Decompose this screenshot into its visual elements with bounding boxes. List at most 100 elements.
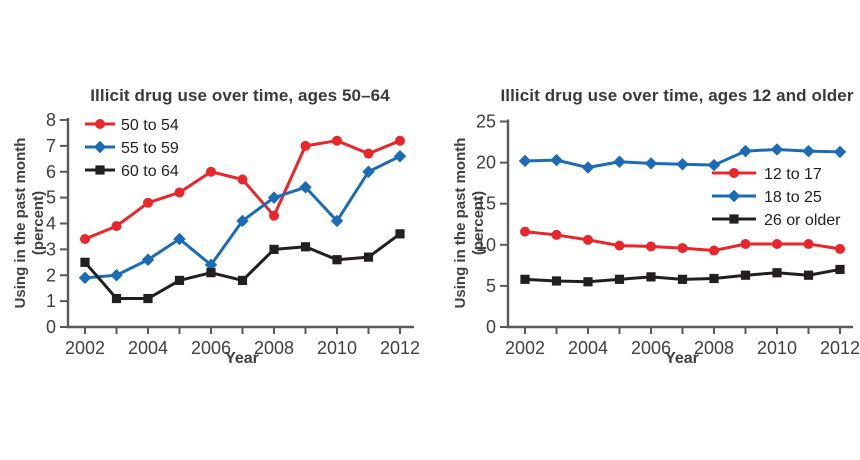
data-point-marker: [111, 293, 122, 304]
legend-label: 18 to 25: [764, 189, 822, 206]
data-point-marker: [300, 242, 311, 252]
data-point-marker: [676, 158, 689, 171]
data-point-marker: [93, 140, 107, 154]
chart-title-ages-12-older: Illicit drug use over time, ages 12 and …: [500, 86, 854, 105]
x-tick-label: 2006: [631, 338, 671, 358]
data-point-marker: [709, 273, 719, 284]
data-point-marker: [95, 119, 105, 129]
data-point-marker: [269, 244, 279, 254]
y-axis-label-line1: Using in the past month: [452, 137, 469, 309]
y-axis-label-right: Using in the past month (percent): [452, 138, 488, 309]
data-point-marker: [583, 234, 593, 245]
x-tick-label: 2010: [317, 338, 357, 358]
data-point-marker: [237, 174, 248, 185]
x-tick-label: 2002: [65, 338, 105, 358]
y-axis-label-left: Using in the past month (percent): [12, 138, 48, 309]
data-point-marker: [78, 271, 92, 285]
data-point-marker: [362, 165, 375, 178]
x-tick-label: 2008: [694, 338, 734, 358]
data-point-marker: [613, 155, 626, 169]
data-point-marker: [729, 214, 739, 224]
y-tick-label: 8: [46, 110, 56, 130]
y-tick-label: 7: [46, 136, 56, 156]
data-point-marker: [95, 165, 105, 175]
y-axis-label-line1: Using in the past month: [12, 137, 29, 309]
legend-label: 50 to 54: [121, 117, 179, 134]
y-tick-label: 5: [46, 188, 56, 208]
x-tick-label: 2008: [254, 338, 294, 358]
data-point-marker: [395, 229, 405, 239]
data-point-marker: [614, 274, 625, 284]
data-point-marker: [174, 187, 185, 198]
data-point-marker: [143, 197, 153, 208]
x-tick-label: 2004: [128, 338, 168, 358]
data-point-marker: [332, 135, 342, 146]
data-point-marker: [614, 240, 625, 251]
data-point-marker: [236, 214, 249, 228]
x-tick-label: 2010: [757, 338, 797, 358]
x-tick-label: 2002: [505, 338, 545, 358]
legend-label: 12 to 17: [764, 166, 822, 183]
data-point-marker: [206, 166, 216, 177]
data-point-marker: [395, 135, 405, 146]
data-point-marker: [802, 144, 815, 158]
data-point-marker: [740, 238, 751, 249]
x-tick-label: 2006: [191, 338, 231, 358]
data-point-marker: [237, 275, 248, 286]
y-axis-label-line2: (percent): [470, 190, 487, 256]
chart-ages-12-older: 0 5 10 15 20 25 2002 2004 2006 2008 2010 2012 12 to …: [476, 112, 860, 359]
y-tick-label: 15: [476, 194, 496, 214]
y-tick-label: 2: [46, 265, 56, 285]
data-point-marker: [299, 181, 312, 194]
x-tick-label: 2012: [820, 338, 860, 358]
y-tick-label: 10: [476, 235, 496, 255]
data-point-marker: [332, 255, 342, 265]
data-point-marker: [644, 157, 658, 170]
data-point-marker: [772, 268, 782, 278]
data-point-marker: [267, 191, 281, 204]
data-point-marker: [772, 238, 782, 249]
x-axis-label-left: Year: [225, 350, 259, 367]
data-point-marker: [269, 210, 279, 221]
data-point-marker: [518, 154, 532, 168]
chart-ages-50-64: 0 1 2 3 4 5 6 7 8 2002 2004 2006 2008 2010 2012 50 to 5…: [46, 110, 420, 358]
data-point-marker: [174, 275, 185, 286]
legend-label: 55 to 59: [121, 140, 179, 157]
data-point-marker: [709, 245, 719, 256]
y-tick-label: 5: [486, 276, 496, 296]
data-point-marker: [727, 189, 741, 203]
y-tick-label: 20: [476, 153, 496, 173]
data-point-marker: [729, 168, 739, 178]
y-tick-label: 3: [46, 239, 56, 259]
x-axis-label-right: Year: [665, 350, 699, 367]
data-point-marker: [551, 276, 562, 286]
data-point-marker: [393, 150, 407, 163]
y-tick-label: 6: [46, 162, 56, 182]
chart-title-ages-50-64: Illicit drug use over time, ages 50–64: [90, 86, 390, 105]
data-point-marker: [520, 274, 530, 284]
data-point-marker: [111, 221, 122, 232]
data-point-marker: [740, 270, 751, 280]
data-point-marker: [363, 148, 374, 159]
legend-label: 26 or older: [764, 212, 841, 229]
x-tick-label: 2012: [380, 338, 420, 358]
data-point-marker: [739, 144, 752, 158]
data-point-marker: [80, 234, 90, 245]
data-point-marker: [110, 269, 123, 282]
data-point-marker: [363, 252, 374, 262]
data-point-marker: [173, 232, 186, 246]
data-point-marker: [330, 214, 344, 228]
data-point-marker: [707, 158, 721, 172]
data-point-marker: [520, 226, 530, 237]
y-axis-label-line2: (percent): [30, 190, 47, 256]
x-tick-label: 2004: [568, 338, 608, 358]
legend-label: 60 to 64: [121, 163, 179, 180]
data-point-marker: [646, 241, 656, 252]
data-point-marker: [835, 264, 845, 275]
data-point-marker: [677, 243, 688, 254]
data-point-marker: [300, 140, 311, 151]
data-point-marker: [141, 253, 155, 266]
data-point-marker: [677, 274, 688, 284]
